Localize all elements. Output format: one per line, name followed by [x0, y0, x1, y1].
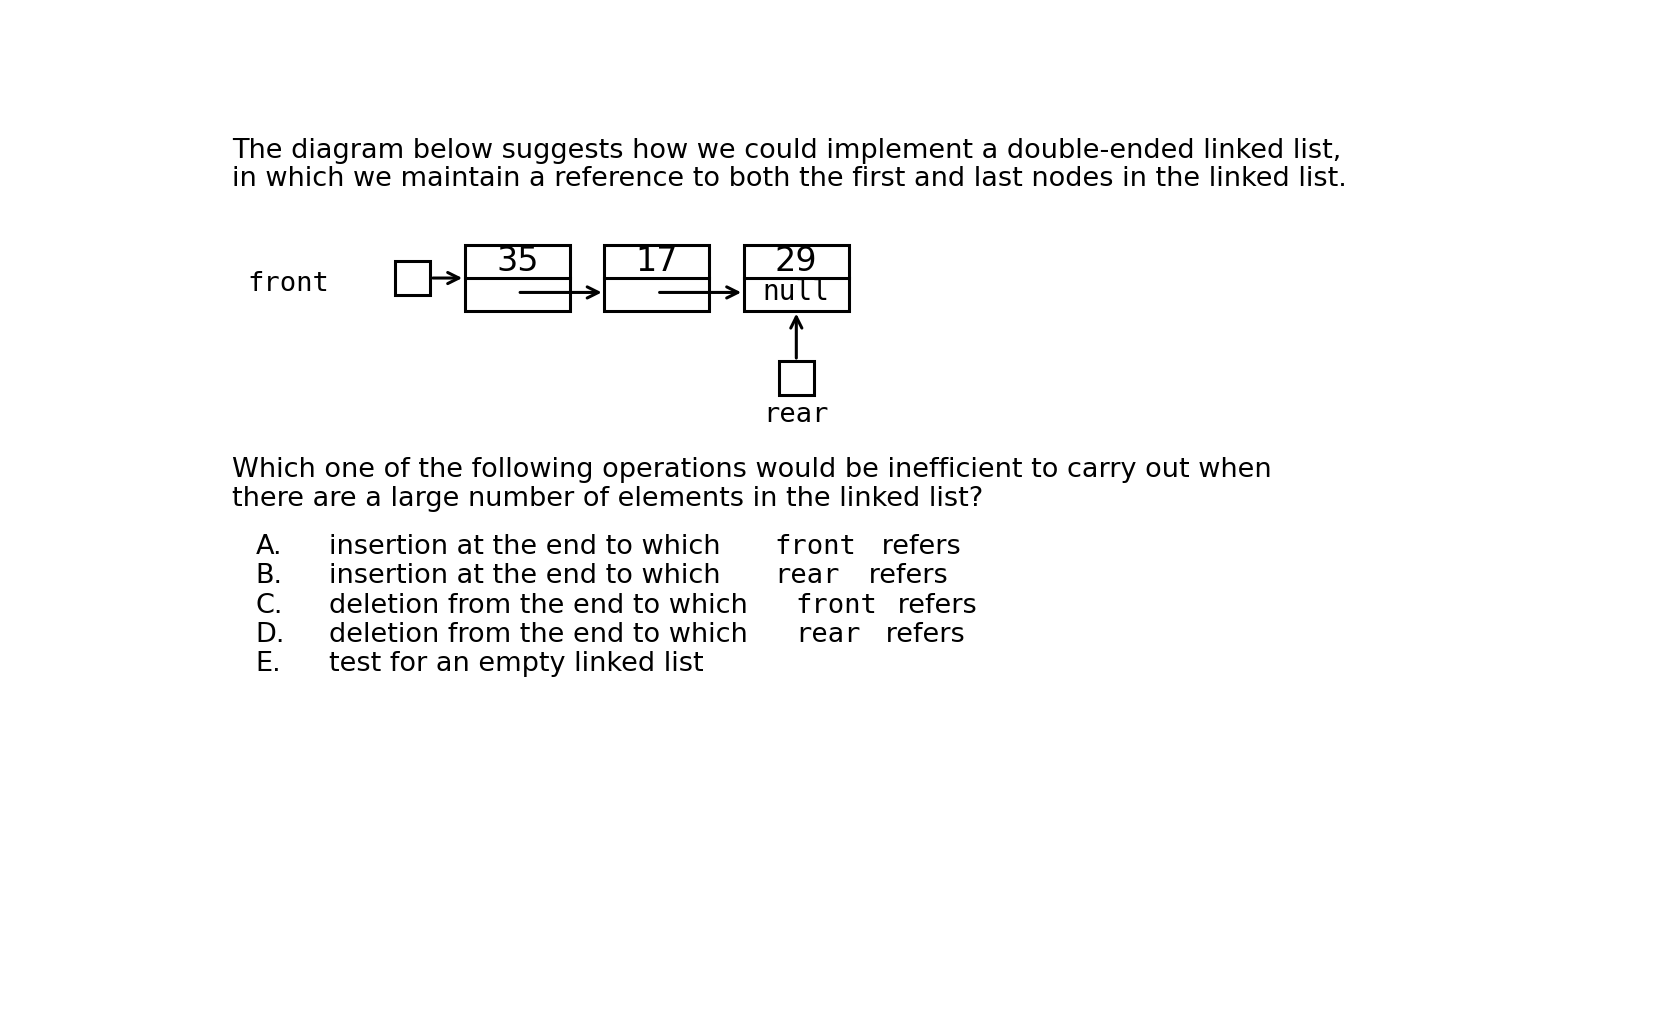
Text: insertion at the end to which: insertion at the end to which — [330, 535, 729, 560]
Text: deletion from the end to which: deletion from the end to which — [330, 622, 756, 648]
Text: E.: E. — [256, 651, 281, 677]
Text: in which we maintain a reference to both the first and last nodes in the linked : in which we maintain a reference to both… — [233, 166, 1347, 193]
Text: 17: 17 — [636, 245, 678, 279]
Text: refers: refers — [873, 535, 960, 560]
Text: rear: rear — [763, 401, 828, 428]
Bar — [395, 261, 430, 295]
Text: deletion from the end to which: deletion from the end to which — [330, 593, 756, 618]
Text: D.: D. — [256, 622, 284, 648]
Bar — [465, 246, 569, 310]
Text: front: front — [795, 593, 877, 618]
Text: refers: refers — [860, 563, 947, 590]
Text: A.: A. — [256, 535, 283, 560]
Text: Which one of the following operations would be inefficient to carry out when: Which one of the following operations wo… — [233, 457, 1271, 483]
Text: rear: rear — [795, 622, 860, 648]
Text: 35: 35 — [495, 245, 539, 279]
Text: test for an empty linked list: test for an empty linked list — [330, 651, 704, 677]
Text: insertion at the end to which: insertion at the end to which — [330, 563, 729, 590]
Text: refers: refers — [888, 593, 977, 618]
Bar — [604, 246, 709, 310]
Text: front: front — [248, 270, 330, 297]
Text: 29: 29 — [775, 245, 816, 279]
Text: refers: refers — [877, 622, 964, 648]
Text: rear: rear — [775, 563, 840, 590]
Bar — [778, 360, 813, 395]
Text: null: null — [763, 279, 830, 306]
Bar — [743, 246, 848, 310]
Text: B.: B. — [256, 563, 283, 590]
Text: C.: C. — [256, 593, 283, 618]
Text: there are a large number of elements in the linked list?: there are a large number of elements in … — [233, 485, 984, 512]
Text: front: front — [775, 535, 857, 560]
Text: The diagram below suggests how we could implement a double-ended linked list,: The diagram below suggests how we could … — [233, 137, 1342, 164]
